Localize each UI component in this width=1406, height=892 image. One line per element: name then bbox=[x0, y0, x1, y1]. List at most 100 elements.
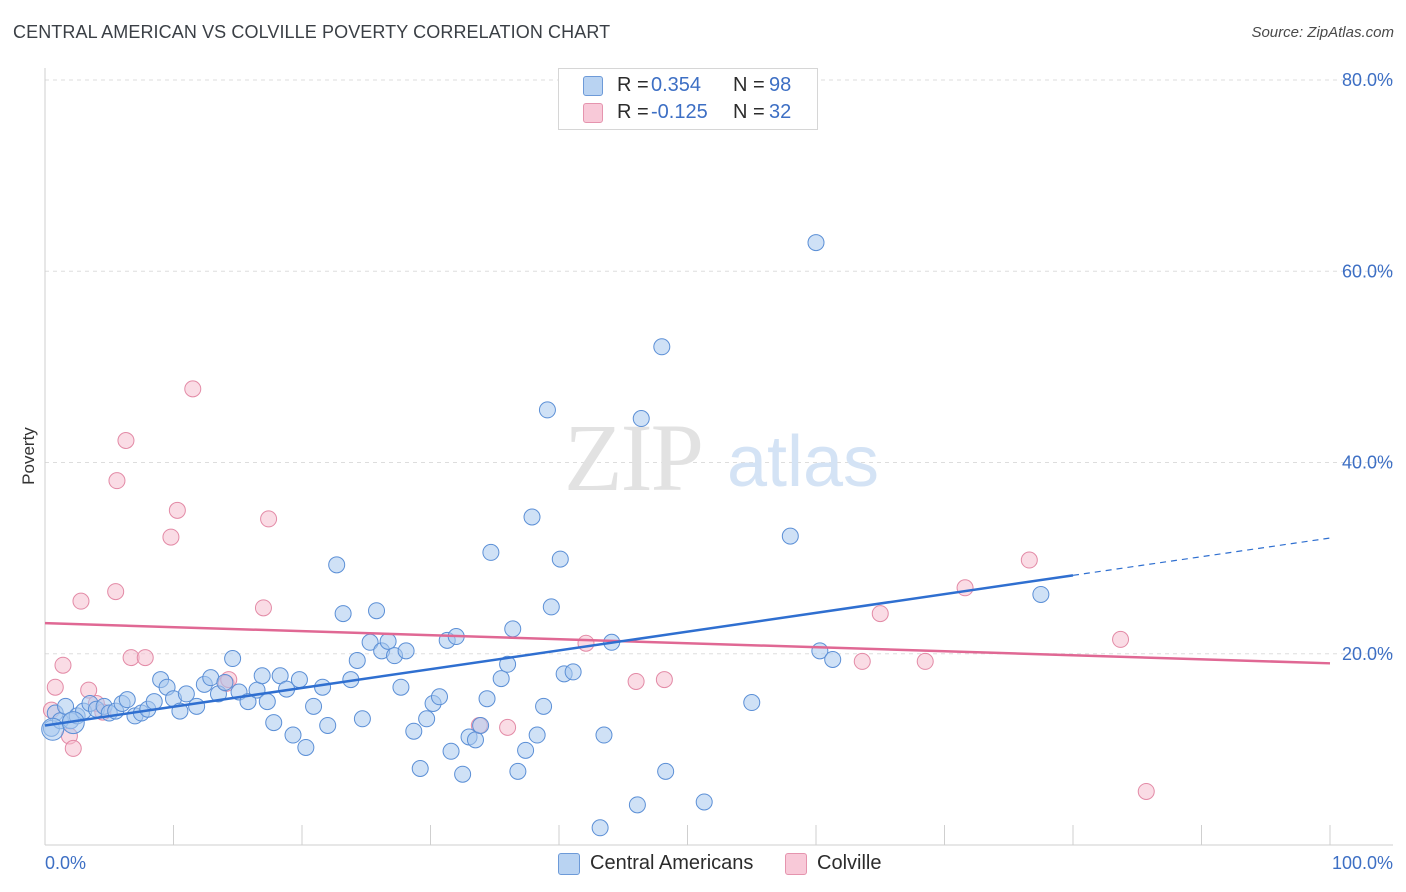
central-americans-point bbox=[334, 605, 352, 623]
central-americans-point bbox=[628, 796, 646, 814]
central-americans-point bbox=[564, 663, 582, 681]
colville-point bbox=[162, 528, 180, 546]
colville-point bbox=[107, 583, 125, 601]
central-americans-point bbox=[535, 697, 553, 715]
grid-lines bbox=[45, 79, 1393, 655]
colville-point bbox=[122, 649, 140, 667]
central-americans-point bbox=[504, 620, 522, 638]
central-americans-point bbox=[517, 741, 535, 759]
legend-n-value: 32 bbox=[769, 101, 792, 123]
central-americans-point bbox=[430, 688, 448, 706]
legend-r-label: R = bbox=[617, 74, 649, 96]
colville-point bbox=[108, 472, 126, 490]
colville-point bbox=[168, 501, 186, 519]
central-americans-point bbox=[314, 678, 332, 696]
central-americans-point bbox=[290, 671, 308, 689]
central-americans-point bbox=[472, 716, 490, 734]
y-tick-label: 40.0% bbox=[1342, 453, 1393, 473]
central-americans-point bbox=[781, 527, 799, 545]
colville-point bbox=[499, 718, 517, 736]
central-americans-point bbox=[258, 693, 276, 711]
central-americans-point bbox=[177, 685, 195, 703]
y-tick-label: 80.0% bbox=[1342, 70, 1393, 90]
central-americans-point bbox=[418, 710, 436, 728]
colville-point bbox=[916, 652, 934, 670]
central-americans-point bbox=[442, 742, 460, 760]
colville-point bbox=[260, 510, 278, 528]
colville-point bbox=[853, 652, 871, 670]
central-americans-point bbox=[118, 691, 136, 709]
watermark: ZIP atlas bbox=[564, 404, 879, 511]
central-americans-point bbox=[509, 762, 527, 780]
colville-point bbox=[254, 599, 272, 617]
colville-point bbox=[46, 678, 64, 696]
central-americans-point bbox=[653, 338, 671, 356]
central-americans-point bbox=[478, 690, 496, 708]
central-americans-point bbox=[41, 717, 65, 741]
central-americans-point bbox=[538, 401, 556, 419]
central-americans-point bbox=[188, 697, 206, 715]
central-americans-point bbox=[353, 710, 371, 728]
colville-point bbox=[871, 605, 889, 623]
colville-point bbox=[117, 432, 135, 450]
colville-point bbox=[54, 656, 72, 674]
central-americans-point bbox=[305, 697, 323, 715]
central-americans-point bbox=[695, 793, 713, 811]
central-americans-point bbox=[482, 543, 500, 561]
central-americans-point bbox=[824, 650, 842, 668]
central-americans-point bbox=[551, 550, 569, 568]
central-americans-point bbox=[368, 602, 386, 620]
central-americans-point bbox=[807, 234, 825, 252]
colville-point bbox=[956, 579, 974, 597]
central-americans-point bbox=[657, 762, 675, 780]
central-americans-point bbox=[411, 760, 429, 777]
bottom-legend-swatch-pink bbox=[785, 853, 807, 875]
y-axis-label: Poverty bbox=[19, 427, 38, 485]
central-americans-point bbox=[1032, 585, 1050, 603]
central-americans-point bbox=[405, 722, 423, 740]
colville-trend-line bbox=[44, 621, 1331, 665]
colville-point bbox=[1137, 782, 1155, 800]
central-americans-point bbox=[591, 819, 609, 837]
x-tick-label: 100.0% bbox=[1332, 853, 1393, 873]
source-label: Source: ZipAtlas.com bbox=[1251, 24, 1394, 41]
y-tick-label: 60.0% bbox=[1342, 261, 1393, 281]
watermark-atlas: atlas bbox=[727, 422, 879, 502]
central-americans-point bbox=[202, 669, 220, 687]
bottom-legend-label: Colville bbox=[817, 852, 882, 874]
central-americans-point bbox=[297, 738, 315, 756]
x-tick-labels: 0.0% 100.0% bbox=[45, 853, 1393, 873]
y-tick-label: 20.0% bbox=[1342, 644, 1393, 664]
colville-point bbox=[627, 672, 645, 690]
central-americans-point bbox=[224, 650, 242, 668]
central-americans-point bbox=[328, 556, 346, 574]
legend-n-label: N = bbox=[733, 101, 765, 123]
central-americans-point bbox=[145, 693, 163, 711]
central-americans-point bbox=[743, 694, 761, 712]
central-americans-trend-extension bbox=[1072, 537, 1331, 576]
legend-swatch-pink bbox=[583, 103, 603, 123]
correlation-legend: R = 0.354 N = 98 R = -0.125 N = 32 bbox=[558, 68, 818, 130]
colville-point bbox=[1112, 630, 1130, 648]
central-americans-point bbox=[392, 678, 410, 696]
colville-point bbox=[72, 592, 90, 610]
legend-swatch-blue bbox=[583, 76, 603, 96]
central-americans-trend-line bbox=[44, 574, 1074, 727]
colville-point bbox=[577, 634, 595, 652]
central-americans-points bbox=[41, 234, 1050, 837]
central-americans-point bbox=[253, 667, 271, 685]
central-americans-point bbox=[379, 632, 397, 650]
trend-lines bbox=[44, 537, 1331, 727]
central-americans-point bbox=[284, 726, 302, 744]
legend-r-value: -0.125 bbox=[651, 101, 708, 123]
bottom-legend-swatch-blue bbox=[558, 853, 580, 875]
central-americans-point bbox=[492, 670, 510, 688]
bottom-legend-label: Central Americans bbox=[590, 852, 754, 874]
axes bbox=[44, 68, 1393, 846]
colville-point bbox=[64, 739, 82, 757]
central-americans-point bbox=[265, 714, 283, 732]
legend-n-label: N = bbox=[733, 74, 765, 96]
colville-point bbox=[184, 380, 202, 398]
central-americans-point bbox=[499, 655, 517, 673]
